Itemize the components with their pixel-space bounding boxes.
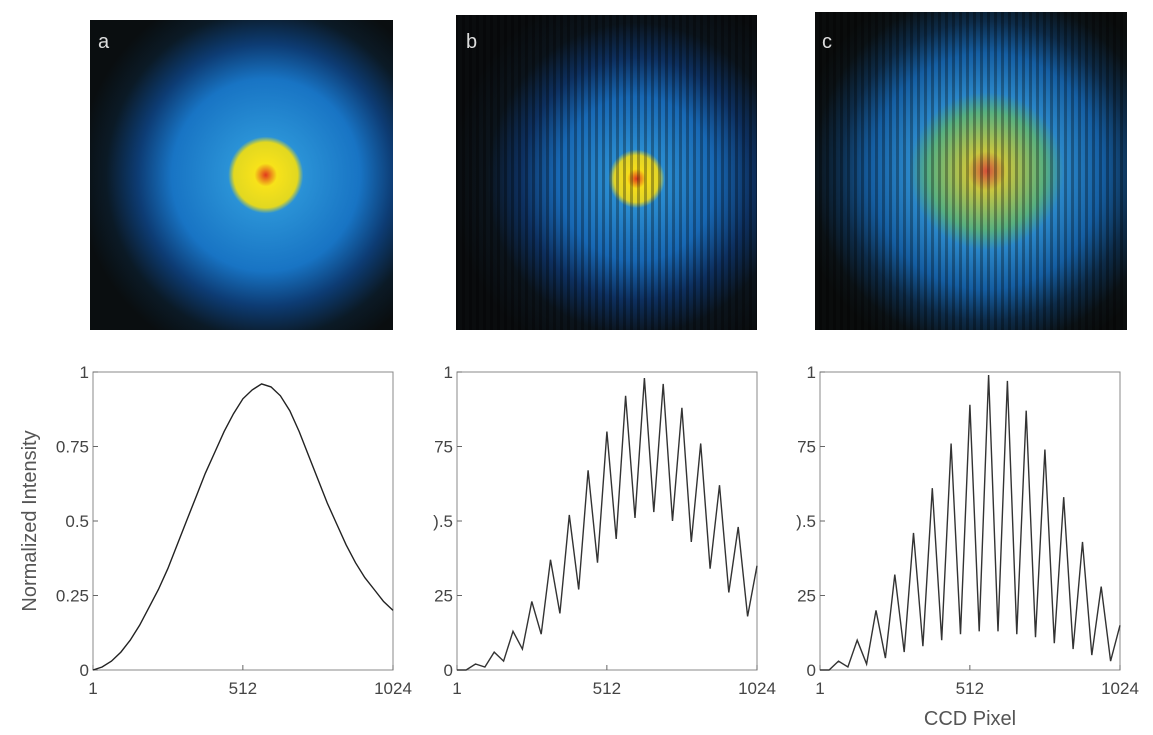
x-tick-label: 512 (593, 679, 621, 698)
y-tick-label: 0.75 (56, 438, 89, 457)
panel-label: b (466, 31, 477, 53)
x-tick-label: 512 (956, 679, 984, 698)
y-tick-label: ).5 (433, 512, 453, 531)
x-tick-label: 1024 (374, 679, 412, 698)
y-tick-label: 75 (797, 438, 816, 457)
plot-frame (456, 371, 758, 671)
y-tick-label: 1 (80, 363, 89, 382)
image-c: c (815, 12, 1127, 330)
x-tick-label: 1 (815, 679, 824, 698)
y-tick-label: 25 (797, 587, 816, 606)
y-tick-label: 75 (434, 438, 453, 457)
x-tick-label: 1 (88, 679, 97, 698)
x-tick-label: 1024 (738, 679, 776, 698)
x-tick-label: 1024 (1101, 679, 1139, 698)
intensity-line (457, 377, 758, 671)
y-axis-label: Normalized Intensity (19, 430, 41, 611)
y-tick-label: 0 (444, 661, 453, 680)
panel-label: c (822, 31, 832, 53)
x-tick-label: 512 (229, 679, 257, 698)
intensity-line (820, 374, 1121, 671)
y-tick-label: 0.5 (65, 512, 89, 531)
y-tick-label: 1 (807, 363, 816, 382)
image-a: a (90, 20, 393, 330)
x-axis-label: CCD Pixel (924, 708, 1016, 730)
x-tick-label: 1 (452, 679, 461, 698)
panel-label: a (98, 31, 110, 53)
y-tick-label: 0 (807, 661, 816, 680)
intensity-line (92, 383, 394, 671)
y-tick-label: 25 (434, 587, 453, 606)
y-tick-label: 1 (444, 363, 453, 382)
y-tick-label: 0.25 (56, 587, 89, 606)
y-tick-label: 0 (80, 661, 89, 680)
y-tick-label: ).5 (796, 512, 816, 531)
image-b: b (456, 15, 757, 330)
plot-frame (92, 371, 394, 671)
